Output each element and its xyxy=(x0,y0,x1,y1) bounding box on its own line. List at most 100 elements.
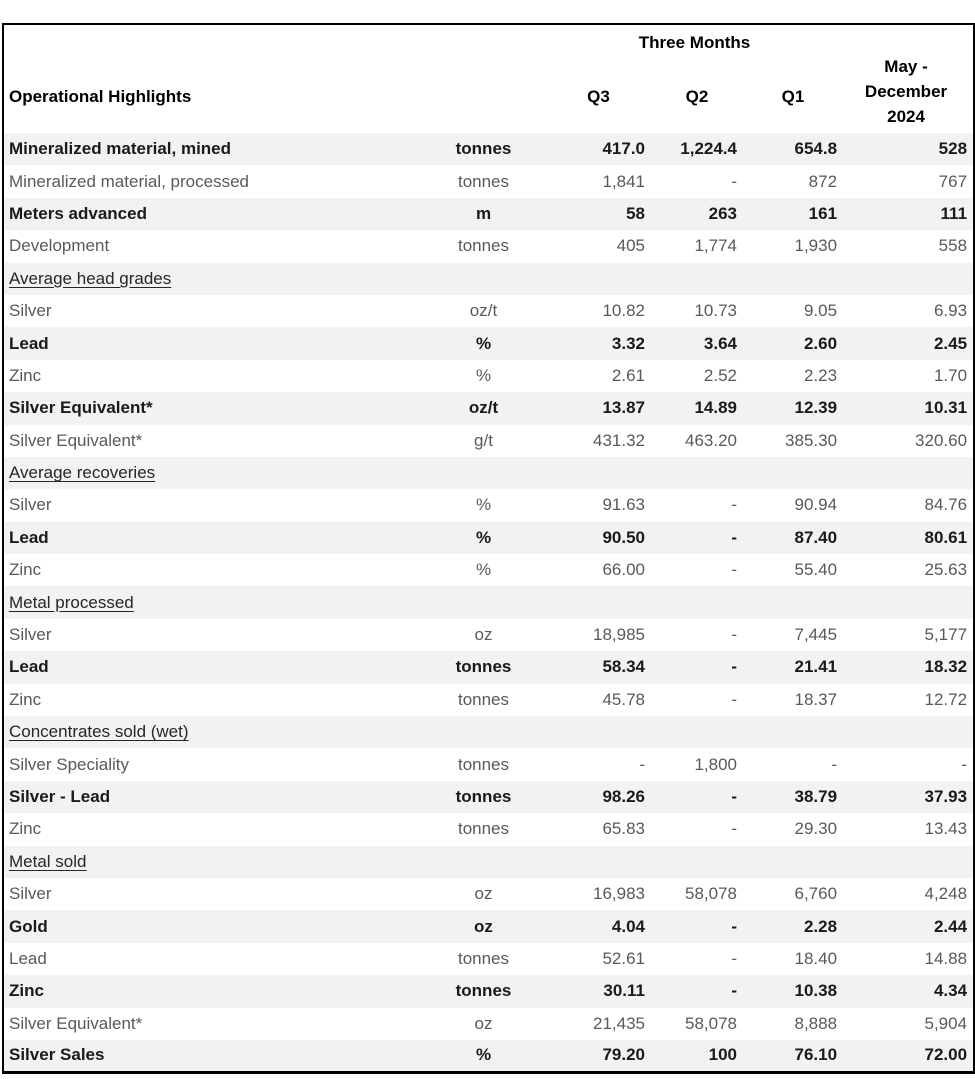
header-columns-row: Operational Highlights Q3 Q2 Q1 xyxy=(3,60,974,133)
period-value-cell: 4,248 xyxy=(924,884,968,904)
row-label-cell: Lead xyxy=(9,527,49,547)
q2-value-cell: 263 xyxy=(708,203,737,223)
unit-cell: oz xyxy=(474,916,493,936)
table-row: Zinc tonnes 65.83 - 29.30 13.43 xyxy=(3,813,974,845)
section-label: Average recoveries xyxy=(9,463,156,483)
q3-value-cell: 10.82 xyxy=(602,301,645,321)
three-months-group-header: Three Months xyxy=(638,32,751,52)
section-header-row: Metal sold xyxy=(3,845,975,878)
q2-value-cell: - xyxy=(731,948,737,968)
q1-value-cell: 21.41 xyxy=(794,657,838,677)
period-value-cell: 320.60 xyxy=(915,430,968,450)
period-value-cell: 10.31 xyxy=(924,398,968,418)
q2-value-cell: 2.52 xyxy=(703,365,737,385)
table-row: Gold oz 4.04 - 2.28 2.44 xyxy=(3,910,975,943)
table-row: Zinc tonnes 45.78 - 18.37 12.72 xyxy=(3,684,974,716)
period-column-header: May - December 2024 xyxy=(864,57,948,126)
q3-value-cell: 52.61 xyxy=(602,948,645,968)
unit-cell: % xyxy=(475,365,492,385)
table-row: Zinc% 2.61 2.52 2.23 1.70 xyxy=(3,360,974,392)
row-label-cell: Silver xyxy=(9,884,52,904)
row-label-cell: Silver - Lead xyxy=(9,787,111,806)
period-value-cell: 6.93 xyxy=(933,301,968,321)
q2-value-cell: - xyxy=(731,787,737,806)
q3-value-cell: 405 xyxy=(616,236,645,256)
unit-cell: tonnes xyxy=(457,171,510,191)
q1-value-cell: 55.40 xyxy=(794,560,838,580)
section-label-cell: Average recoveries xyxy=(3,457,974,489)
q3-value-cell: - xyxy=(639,754,645,774)
period-value-cell: 84.76 xyxy=(924,495,968,515)
unit-cell: % xyxy=(475,495,492,515)
row-label-cell: Silver Speciality xyxy=(9,754,129,774)
q1-value-cell: 38.79 xyxy=(794,787,838,806)
q2-value-cell: 14.89 xyxy=(694,398,737,418)
section-label: Metal processed xyxy=(9,592,134,612)
row-label-cell: Silver Equivalent* xyxy=(9,398,153,418)
q3-value-cell: 91.63 xyxy=(602,495,645,515)
report-sheet: Three Months May - December 2024 Operati… xyxy=(2,23,975,1074)
unit-cell: tonnes xyxy=(457,948,510,968)
q3-value-cell: 18,985 xyxy=(593,625,645,645)
table-body: Mineralized material, mined tonnes 417.0 1,… xyxy=(3,133,975,1073)
header-spacer xyxy=(3,24,546,60)
q2-value-cell: - xyxy=(731,495,737,515)
q1-value-cell: 90.94 xyxy=(794,495,838,515)
table-row: Mineralized material, processed tonnes 1,8… xyxy=(3,165,974,197)
row-label-cell: Silver xyxy=(9,625,52,645)
q2-value-cell: 1,800 xyxy=(694,754,737,774)
q1-value-cell: 9.05 xyxy=(803,301,838,321)
q3-value-cell: 65.83 xyxy=(602,819,645,839)
q1-value-cell: 7,445 xyxy=(794,625,838,645)
q3-value-cell: 431.32 xyxy=(593,430,645,450)
q1-value-cell: 654.8 xyxy=(794,139,838,159)
period-value-cell: 5,177 xyxy=(924,625,968,645)
unit-cell: % xyxy=(475,333,492,353)
q2-column-header: Q2 xyxy=(685,86,709,106)
section-header-row: Concentrates sold (wet) xyxy=(3,716,975,749)
q1-value-cell: 2.28 xyxy=(803,916,838,936)
period-value-cell: 37.93 xyxy=(924,787,968,806)
period-value-cell: 4.34 xyxy=(933,981,968,1001)
unit-cell: % xyxy=(475,1045,492,1065)
table-row: Mineralized material, mined tonnes 417.0 1,… xyxy=(3,133,975,166)
period-value-cell: 528 xyxy=(938,139,968,159)
row-label-cell: Development xyxy=(9,236,110,256)
table-row: Lead% 90.50 - 87.40 80.61 xyxy=(3,521,975,555)
q2-value-cell: 3.64 xyxy=(703,333,737,353)
period-value-cell: 767 xyxy=(938,171,968,191)
row-label-cell: Meters advanced xyxy=(9,203,147,223)
table-row: Silver Equivalent* g/t 431.32 463.20 385.30 3… xyxy=(3,425,974,457)
row-label-cell: Zinc xyxy=(9,819,42,839)
table-row: Silver% 91.63 - 90.94 84.76 xyxy=(3,489,974,521)
table-row: Zinc% 66.00 - 55.40 25.63 xyxy=(3,554,974,586)
q3-value-cell: 30.11 xyxy=(603,981,645,1001)
unit-column-header xyxy=(421,60,546,133)
unit-cell: % xyxy=(475,560,492,580)
q2-value-cell: - xyxy=(731,981,737,1001)
q1-value-cell: 385.30 xyxy=(785,430,838,450)
row-label-cell: Zinc xyxy=(9,689,42,709)
q3-value-cell: 58.34 xyxy=(602,657,645,677)
q1-value-cell: 161 xyxy=(808,203,838,223)
row-label-cell: Zinc xyxy=(9,365,42,385)
row-label-cell: Zinc xyxy=(9,560,42,580)
q2-value-cell: - xyxy=(731,689,737,709)
period-value-cell: 2.45 xyxy=(933,333,968,353)
q3-value-cell: 2.61 xyxy=(611,365,645,385)
unit-cell: oz xyxy=(474,1013,493,1033)
q2-value-cell: - xyxy=(731,527,737,547)
table-row: Meters advanced m 58 263 161 111 xyxy=(3,197,975,231)
unit-cell: tonnes xyxy=(457,819,510,839)
q1-value-cell: 18.37 xyxy=(794,689,838,709)
period-value-cell: 80.61 xyxy=(924,527,968,547)
section-label: Average head grades xyxy=(9,268,172,288)
period-value-cell: - xyxy=(961,754,968,774)
row-label-cell: Silver xyxy=(9,495,52,515)
unit-cell: tonnes xyxy=(455,981,512,1001)
q2-value-cell: 1,774 xyxy=(694,236,737,256)
q2-value-cell: 1,224.4 xyxy=(680,139,737,159)
q1-value-cell: 1,930 xyxy=(794,236,838,256)
unit-cell: tonnes xyxy=(455,139,512,159)
q1-column-header: Q1 xyxy=(781,86,805,106)
